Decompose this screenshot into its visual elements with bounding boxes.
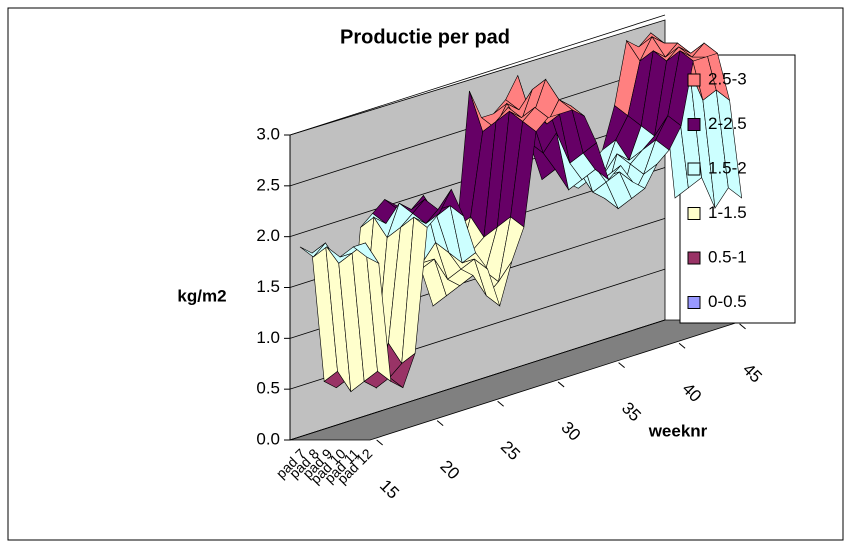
y-axis-label: kg/m2 <box>177 286 226 305</box>
legend-label: 1.5-2 <box>708 158 747 177</box>
y-tick-label: 0.5 <box>256 379 280 398</box>
legend-label: 1-1.5 <box>708 203 747 222</box>
x-tick <box>376 439 383 446</box>
surface-patch <box>352 242 380 265</box>
x-tick <box>497 400 504 407</box>
legend-swatch <box>687 73 701 87</box>
legend-label: 2.5-3 <box>708 69 747 88</box>
y-tick-label: 2.0 <box>256 226 280 245</box>
x-axis-label: weeknr <box>648 421 708 440</box>
legend-swatch <box>687 207 701 220</box>
legend-label: 0-0.5 <box>708 292 747 311</box>
legend-swatch <box>687 162 701 176</box>
grid-line <box>289 14 666 136</box>
x-tick <box>739 323 746 330</box>
legend-label: 2-2.5 <box>708 114 747 133</box>
grid-line <box>289 319 666 441</box>
legend-swatch <box>687 118 701 131</box>
x-tick <box>618 362 625 368</box>
x-tick <box>678 342 686 349</box>
legend-label: 0.5-1 <box>708 247 747 266</box>
legend-swatch <box>687 251 701 265</box>
legend-swatch <box>687 296 701 309</box>
y-tick-label: 2.5 <box>256 175 280 194</box>
chart-title: Productie per pad <box>340 26 510 48</box>
y-tick-label: 3.0 <box>256 124 280 143</box>
x-tick <box>557 381 565 388</box>
y-tick-label: 0.0 <box>256 429 280 448</box>
y-tick-label: 1.5 <box>256 277 280 296</box>
y-tick-label: 1.0 <box>256 328 280 347</box>
x-tick <box>436 420 444 427</box>
